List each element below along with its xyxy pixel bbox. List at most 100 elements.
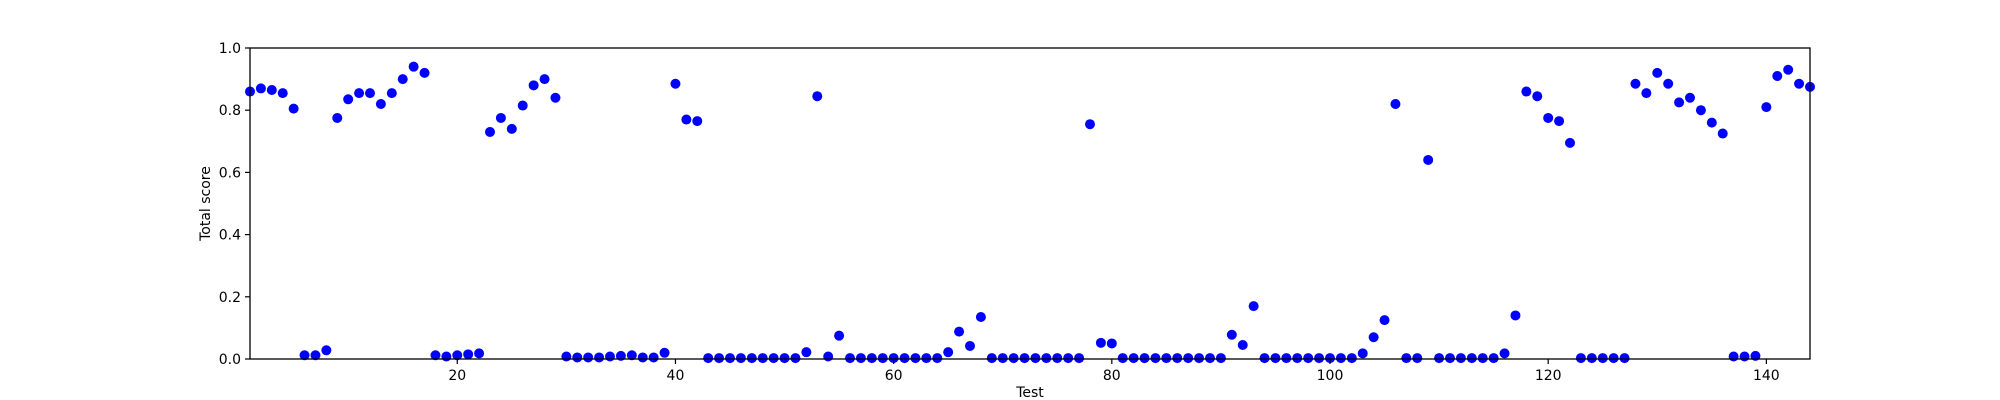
data-point xyxy=(954,326,965,337)
data-point xyxy=(1565,137,1575,148)
data-point xyxy=(1314,353,1325,364)
data-point xyxy=(343,94,354,105)
data-point xyxy=(1052,353,1063,364)
data-point xyxy=(495,112,506,123)
data-point xyxy=(310,350,321,361)
data-point xyxy=(801,347,812,358)
data-point xyxy=(648,352,659,363)
data-point xyxy=(1019,353,1030,364)
data-point xyxy=(1608,353,1619,364)
y-tick-label: 0.0 xyxy=(219,352,241,368)
data-point xyxy=(986,353,997,364)
data-point xyxy=(1488,353,1499,364)
x-tick-label: 100 xyxy=(1317,368,1344,384)
y-tick-label: 1.0 xyxy=(219,41,241,57)
data-point xyxy=(1128,353,1139,364)
data-point xyxy=(1357,348,1368,359)
data-point xyxy=(474,348,485,359)
data-point xyxy=(975,312,986,323)
y-tick-label: 0.6 xyxy=(219,165,241,181)
data-point xyxy=(1499,348,1510,359)
data-point xyxy=(1106,338,1117,349)
data-point xyxy=(550,92,561,103)
data-point xyxy=(1532,91,1543,102)
data-point xyxy=(1739,351,1750,362)
data-point xyxy=(1477,353,1488,364)
data-point xyxy=(1783,64,1794,75)
data-point xyxy=(692,116,703,127)
data-point xyxy=(1303,353,1314,364)
data-point xyxy=(626,350,637,361)
data-point xyxy=(768,353,779,364)
data-point xyxy=(1259,353,1270,364)
data-point xyxy=(1466,353,1477,364)
data-point xyxy=(1597,353,1608,364)
data-point xyxy=(1205,353,1215,364)
data-point xyxy=(1401,353,1412,364)
x-tick-label: 120 xyxy=(1535,368,1562,384)
data-point xyxy=(1183,353,1194,364)
data-point xyxy=(288,103,299,114)
data-point xyxy=(1063,353,1074,364)
data-point xyxy=(1368,332,1379,343)
x-axis-ticks: 20 40 60 80 100 120 140 xyxy=(448,359,1780,384)
data-point xyxy=(866,353,877,364)
data-point xyxy=(659,347,670,358)
data-point xyxy=(583,352,594,363)
data-point xyxy=(921,353,932,364)
data-point xyxy=(441,351,452,362)
x-tick-label: 40 xyxy=(667,368,685,384)
data-point xyxy=(1248,301,1259,312)
data-point xyxy=(1423,154,1434,165)
data-point xyxy=(1194,353,1205,364)
x-tick-label: 60 xyxy=(885,368,903,384)
data-point xyxy=(1292,353,1303,364)
data-point xyxy=(1445,353,1455,364)
data-point xyxy=(899,353,910,364)
data-point xyxy=(855,353,866,364)
data-point xyxy=(572,352,583,363)
data-point xyxy=(943,347,954,358)
data-point xyxy=(1095,337,1106,348)
data-point xyxy=(528,80,539,91)
data-point xyxy=(365,88,375,99)
data-point xyxy=(517,100,528,111)
data-point xyxy=(1543,112,1554,123)
data-point xyxy=(1270,353,1281,364)
data-point xyxy=(681,114,692,125)
data-point xyxy=(1794,78,1805,89)
data-point xyxy=(1717,128,1728,139)
data-point xyxy=(1554,116,1565,127)
data-point xyxy=(375,98,386,109)
data-point xyxy=(1117,353,1128,364)
data-point xyxy=(1695,105,1706,116)
data-point xyxy=(997,353,1008,364)
data-point xyxy=(1575,353,1586,364)
data-point xyxy=(637,352,648,363)
x-tick-label: 80 xyxy=(1103,368,1121,384)
data-point xyxy=(539,74,550,85)
data-point xyxy=(1030,353,1041,364)
data-point xyxy=(1215,353,1226,364)
data-point xyxy=(321,345,332,356)
data-point xyxy=(506,123,517,134)
data-points xyxy=(245,61,1815,364)
data-point xyxy=(910,353,921,364)
data-point xyxy=(790,353,801,364)
data-point xyxy=(561,351,572,362)
data-point xyxy=(1412,353,1423,364)
data-point xyxy=(1139,353,1150,364)
data-point xyxy=(255,83,266,94)
data-point xyxy=(1335,353,1346,364)
data-point xyxy=(1674,97,1685,108)
x-tick-label: 20 xyxy=(448,368,466,384)
data-point xyxy=(845,353,855,364)
data-point xyxy=(332,112,343,123)
data-point xyxy=(1772,70,1783,81)
data-point xyxy=(965,340,975,351)
data-point xyxy=(605,351,615,362)
plot-area: 20 40 60 80 100 120 140 0.0 0.2 0.4 0.6 0.8 1.0 xyxy=(219,41,1815,384)
data-point xyxy=(1619,353,1630,364)
data-point xyxy=(1281,353,1292,364)
